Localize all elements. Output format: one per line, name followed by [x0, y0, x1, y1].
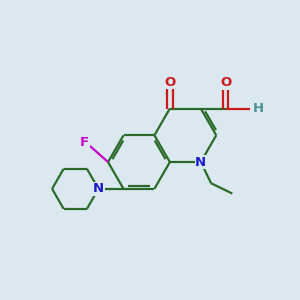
Text: F: F — [80, 136, 89, 149]
Text: H: H — [253, 102, 264, 115]
Text: N: N — [195, 156, 206, 169]
Text: N: N — [93, 182, 104, 195]
Text: O: O — [164, 76, 175, 88]
Text: O: O — [220, 76, 231, 89]
